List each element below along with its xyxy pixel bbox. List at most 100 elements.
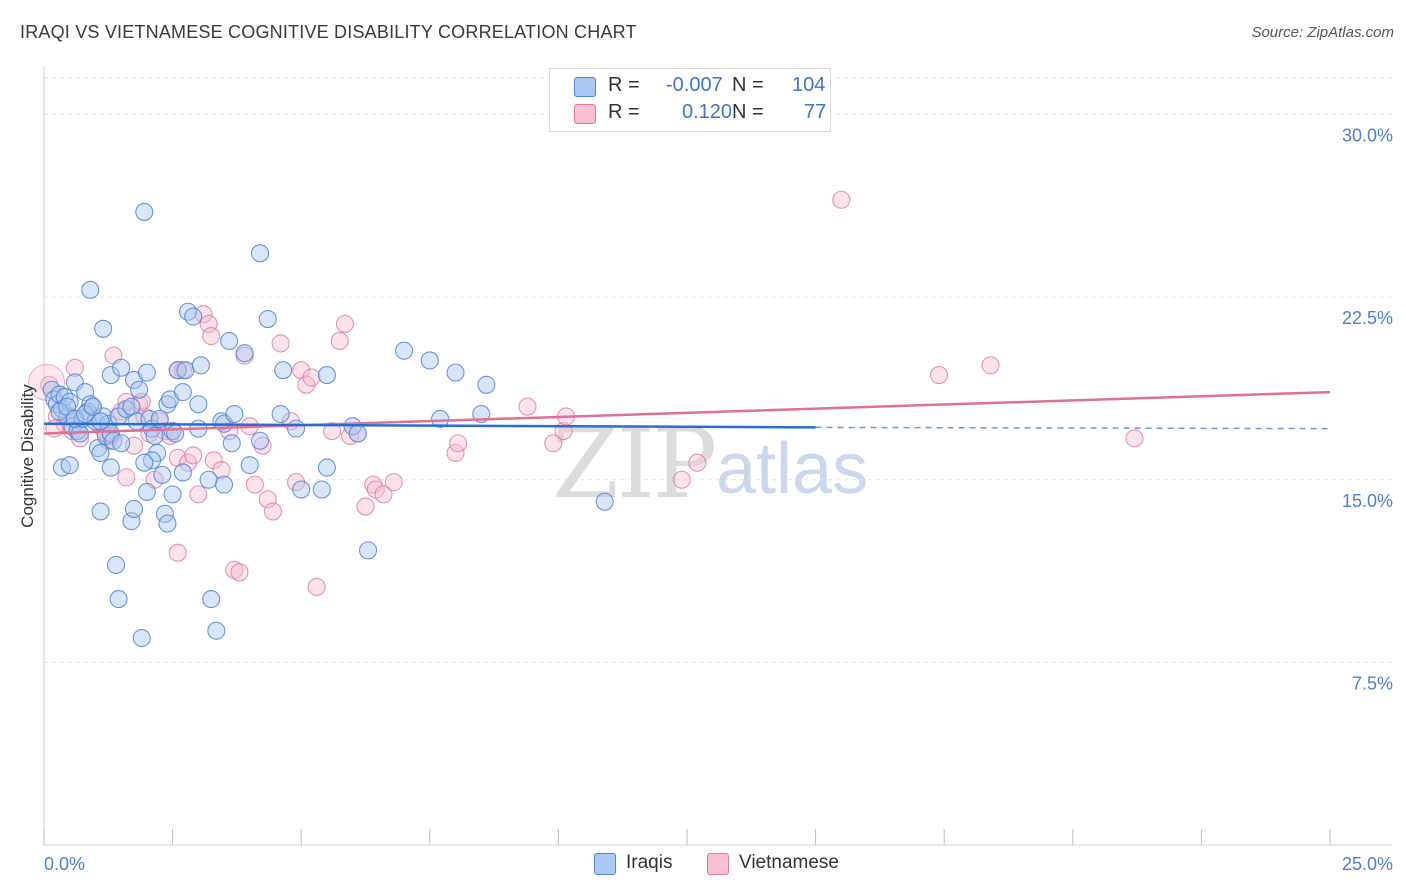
chart-title: IRAQI VS VIETNAMESE COGNITIVE DISABILITY… <box>20 22 637 42</box>
iraqis-point <box>137 482 156 501</box>
iraqis-point <box>348 424 367 443</box>
vietnamese-point <box>832 190 851 209</box>
iraqis-point <box>189 395 208 414</box>
vietnamese-point <box>271 334 290 353</box>
vietnamese-point <box>184 446 203 465</box>
vietnamese-point <box>981 356 1000 375</box>
iraqis-point <box>225 404 244 424</box>
vietnamese-point <box>449 434 468 453</box>
iraqis-point <box>94 319 113 338</box>
iraqis-point <box>202 590 221 609</box>
iraqis-point <box>271 404 290 424</box>
y-axis-label: Cognitive Disability <box>18 384 37 528</box>
iraqis-point <box>446 363 465 382</box>
watermark-atlas: atlas <box>716 429 869 509</box>
iraqis-point <box>112 358 131 377</box>
vietnamese-point <box>930 366 949 385</box>
iraqis-point <box>91 412 110 431</box>
vietnamese-point <box>518 397 537 416</box>
vietnamese-point <box>688 453 707 472</box>
axis-labels: 7.5% 15.0% 22.5% 30.0% 0.0% 25.0% Cognitive Di… <box>18 126 1393 874</box>
vietnamese-point <box>672 470 691 489</box>
vietnamese-point <box>117 468 136 487</box>
iraqis-point <box>81 395 100 414</box>
iraqis-point <box>235 344 254 363</box>
iraqis-point <box>112 434 131 453</box>
vietnamese-point <box>1125 429 1144 448</box>
iraqis-trend-line <box>43 422 816 429</box>
vietnamese-point <box>544 434 563 453</box>
iraqis-point <box>163 422 182 441</box>
iraqis-point <box>240 456 259 475</box>
iraqis-point <box>250 431 270 450</box>
legend-n-value: 104 <box>792 74 826 96</box>
vietnamese-point <box>330 331 349 351</box>
iraqis-point <box>431 409 450 428</box>
vietnamese-point <box>202 327 221 346</box>
vietnamese-point <box>384 473 403 492</box>
vietnamese-swatch <box>574 104 596 124</box>
iraqis-point <box>173 463 192 482</box>
correlation-legend: R = -0.007 N = 104 R = 0.120 N = 77 <box>549 68 831 132</box>
x-tick-label: 0.0% <box>44 854 85 874</box>
iraqis-point <box>258 310 277 329</box>
trend-lines <box>43 390 1331 435</box>
iraqis-point <box>106 555 126 575</box>
iraqis-point <box>176 361 195 380</box>
vietnamese-point <box>212 460 231 480</box>
bottom-legend-label: Iraqis <box>626 852 673 873</box>
iraqis-point <box>274 361 293 380</box>
vietnamese-point <box>335 314 354 333</box>
axes <box>43 66 1392 846</box>
vietnamese-point <box>230 563 249 582</box>
iraqis-point <box>214 475 234 494</box>
iraqis-point <box>117 400 136 419</box>
y-tick-label: 30.0% <box>1342 126 1393 146</box>
vietnamese-point <box>323 422 342 441</box>
iraqis-point <box>477 375 496 394</box>
iraqis-point <box>222 434 241 453</box>
iraqis-point <box>317 366 336 385</box>
legend-n-label: N = <box>732 74 764 96</box>
iraqis-point <box>91 443 110 463</box>
iraqis-point <box>158 514 177 533</box>
legend-r-label: R = <box>608 101 640 123</box>
iraqis-point <box>250 244 270 263</box>
iraqis-point <box>317 458 336 477</box>
iraqis-point <box>359 541 378 560</box>
y-tick-label: 15.0% <box>1342 491 1393 511</box>
iraqis-point <box>60 456 79 475</box>
legend-r-value: -0.007 <box>666 74 723 96</box>
iraqis-point <box>101 458 120 477</box>
legend-r-label: R = <box>608 74 640 96</box>
vietnamese-point <box>117 392 136 411</box>
iraqis-point <box>292 480 311 499</box>
vietnamese-point <box>307 577 326 596</box>
iraqis-swatch <box>594 853 616 875</box>
iraqis-point <box>153 465 172 484</box>
iraqis-point <box>91 502 110 521</box>
iraqis-point <box>130 380 149 399</box>
iraqis-point <box>135 453 154 472</box>
x-tick-label: 25.0% <box>1342 854 1393 874</box>
vietnamese-point <box>245 475 264 494</box>
y-tick-label: 7.5% <box>1352 673 1393 693</box>
iraqis-swatch <box>574 77 596 97</box>
vietnamese-points <box>28 190 1144 596</box>
iraqis-point <box>135 202 154 221</box>
vietnamese-point <box>225 560 244 579</box>
iraqis-point <box>81 280 100 299</box>
vietnamese-trend-line <box>43 390 1331 435</box>
iraqis-point <box>166 424 185 443</box>
vietnamese-point <box>189 485 208 504</box>
iraqis-point <box>395 341 414 360</box>
iraqis-point <box>199 470 218 489</box>
vietnamese-point <box>356 497 375 516</box>
vietnamese-point <box>168 543 187 562</box>
iraqis-point <box>163 485 182 504</box>
iraqis-point <box>168 361 187 380</box>
iraqis-point <box>137 363 156 382</box>
iraqis-point <box>124 499 144 519</box>
vietnamese-point <box>253 436 272 455</box>
legend-n-label: N = <box>732 101 764 123</box>
